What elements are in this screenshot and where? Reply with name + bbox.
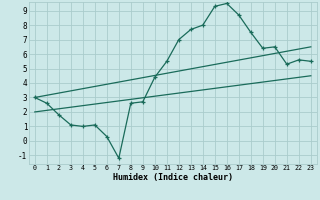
X-axis label: Humidex (Indice chaleur): Humidex (Indice chaleur) bbox=[113, 173, 233, 182]
